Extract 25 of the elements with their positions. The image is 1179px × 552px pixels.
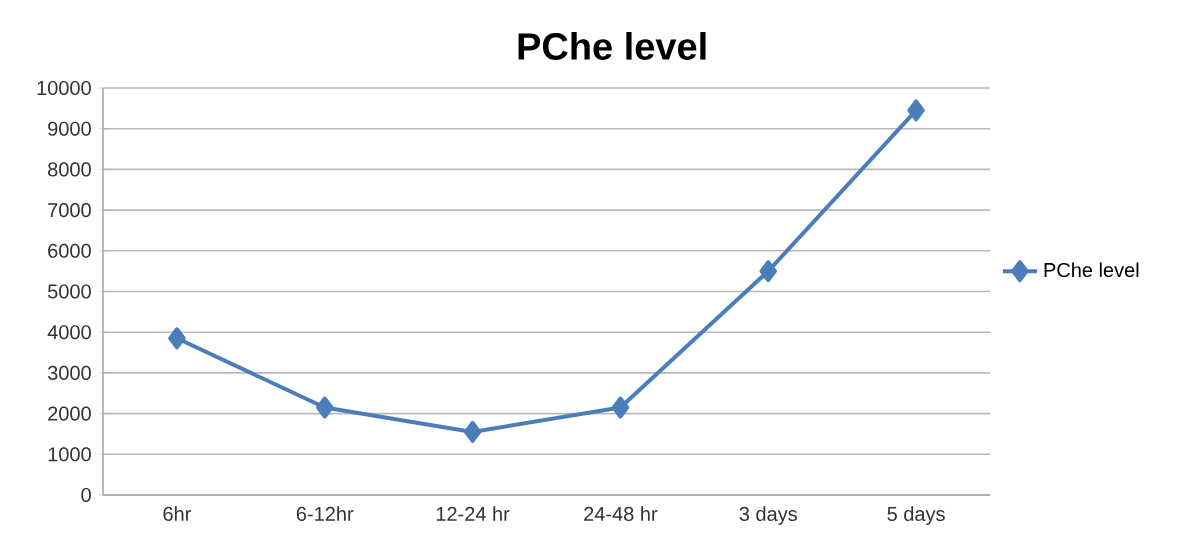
y-tick-label: 0 (81, 487, 91, 503)
point (907, 99, 925, 122)
y-tick-label: 8000 (48, 162, 91, 177)
x-tick-label: 24-48 hr (584, 506, 658, 522)
point (316, 396, 334, 419)
y-tick-label: 10000 (37, 80, 91, 96)
legend-label: PChe level (1044, 262, 1139, 278)
x-tick-label: 6hr (163, 506, 192, 522)
x-tick-label: 6-12hr (296, 506, 354, 522)
y-tick-label: 1000 (48, 447, 91, 462)
y-tick-label: 5000 (47, 284, 91, 299)
y-tick-label: 7000 (48, 203, 91, 218)
y-tick-label: 3000 (47, 365, 91, 380)
x-tick-label: 3 days (739, 506, 797, 525)
y-tick-label: 2000 (48, 406, 91, 421)
y-tick-label: 6000 (48, 243, 91, 258)
x-tick-label: 12-24 hr (436, 506, 510, 521)
y-tick-label: 9000 (48, 121, 91, 136)
point (168, 327, 186, 350)
x-tick-label: 5 days (887, 506, 945, 525)
point (611, 396, 630, 419)
chart-title: PChe level (518, 32, 706, 60)
point (759, 260, 778, 283)
point (463, 420, 482, 443)
y-tick-label: 4000 (47, 325, 91, 340)
